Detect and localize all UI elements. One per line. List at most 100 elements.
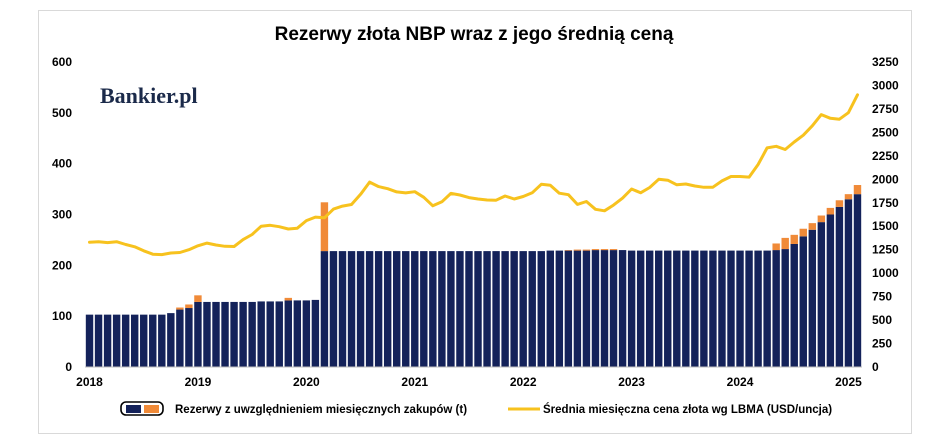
bar-base [600,250,609,367]
bar-base [754,250,762,367]
legend-bars-swatch-added [144,405,159,413]
bar-added [176,307,184,310]
bar-base [293,300,302,367]
bar-added [799,228,807,237]
bar-added [185,304,193,309]
bar-base [844,199,853,367]
bar-base [185,308,193,367]
right-tick-label: 0 [872,360,879,374]
bar-base [275,301,283,367]
chart-title: Rezerwy złota NBP wraz z jego średnią ce… [275,24,674,45]
right-tick-label: 2750 [872,102,899,116]
x-tick-label: 2021 [401,375,428,389]
line-series [88,93,859,257]
bar-added [790,234,798,244]
left-tick-label: 600 [52,55,72,69]
left-tick-label: 0 [65,360,72,374]
bar-base [338,251,347,367]
bar-added [609,249,618,251]
bar-added [844,194,853,200]
bar-added [781,237,789,250]
bar-base [94,314,103,367]
bar-added [817,215,826,223]
bar-base [655,250,663,367]
right-tick-label: 1500 [872,219,899,233]
right-tick-label: 1750 [872,196,899,210]
bar-base [447,251,455,367]
bar-base [167,313,175,367]
bar-base [311,299,320,367]
bar-added [835,200,844,207]
bar-base [636,250,645,367]
bar-base [402,251,410,367]
bar-base [365,251,374,367]
legend: Rezerwy z uwzględnieniem miesięcznych za… [120,401,832,416]
bar-base [763,250,771,367]
bar-base [555,250,564,367]
right-tick-label: 2000 [872,172,899,186]
bar-base [645,250,654,367]
bar-base [429,251,437,367]
bar-base [826,214,835,367]
bar-base [573,250,582,367]
bar-base [510,251,518,367]
bar-base [492,251,500,367]
bar-base [158,314,166,367]
bar-series [85,185,862,367]
bar-base [176,309,184,367]
bar-base [618,250,627,367]
bar-base [781,249,789,367]
bar-base [853,194,862,367]
bar-base [627,250,636,367]
legend-bars-label: Rezerwy z uwzględnieniem miesięcznych za… [175,404,467,416]
bar-base [239,301,247,367]
right-tick-label: 3000 [872,78,899,92]
bar-base [664,250,672,367]
bar-base [772,250,780,367]
left-tick-label: 300 [52,208,72,222]
bar-added [194,295,202,302]
bankier-logo: Bankier.pl [100,83,198,108]
x-tick-label: 2023 [618,375,645,389]
right-tick-label: 750 [872,290,892,304]
bar-base [799,236,807,367]
right-tick-label: 2500 [872,125,899,139]
right-tick-label: 1000 [872,266,899,280]
bar-added [772,243,780,251]
right-axis: 0 250 500 750 1000 1250 1500 1750 2000 2250 2500 27… [872,55,899,374]
bar-base [718,250,726,367]
bar-base [673,250,681,367]
bar-base [194,301,202,367]
right-tick-label: 500 [872,313,892,327]
bar-base [727,250,735,367]
right-tick-label: 3250 [872,55,899,69]
bar-added [826,207,835,215]
bar-base [564,250,573,367]
bar-base [582,250,591,367]
bar-base [483,251,491,367]
bar-base [130,314,139,367]
legend-bars-swatch-base [126,405,141,413]
bar-base [329,251,338,367]
left-tick-label: 100 [52,309,72,323]
left-axis: 0 100 200 300 400 500 600 [52,55,72,374]
bar-base [682,250,690,367]
gold-price-line [88,93,859,257]
bar-base [121,314,130,367]
bar-base [808,229,817,367]
bar-base [392,251,401,367]
bar-base [609,250,618,367]
bar-added [591,249,600,251]
bar-base [501,251,509,367]
left-tick-label: 200 [52,258,72,272]
bar-base [537,251,545,367]
x-tick-label: 2024 [727,375,754,389]
bar-base [591,250,600,367]
bar-base [257,301,265,367]
bar-added [564,250,573,251]
bar-base [356,251,365,367]
bar-base [212,301,220,367]
bar-base [248,301,256,367]
bar-base [519,251,527,367]
